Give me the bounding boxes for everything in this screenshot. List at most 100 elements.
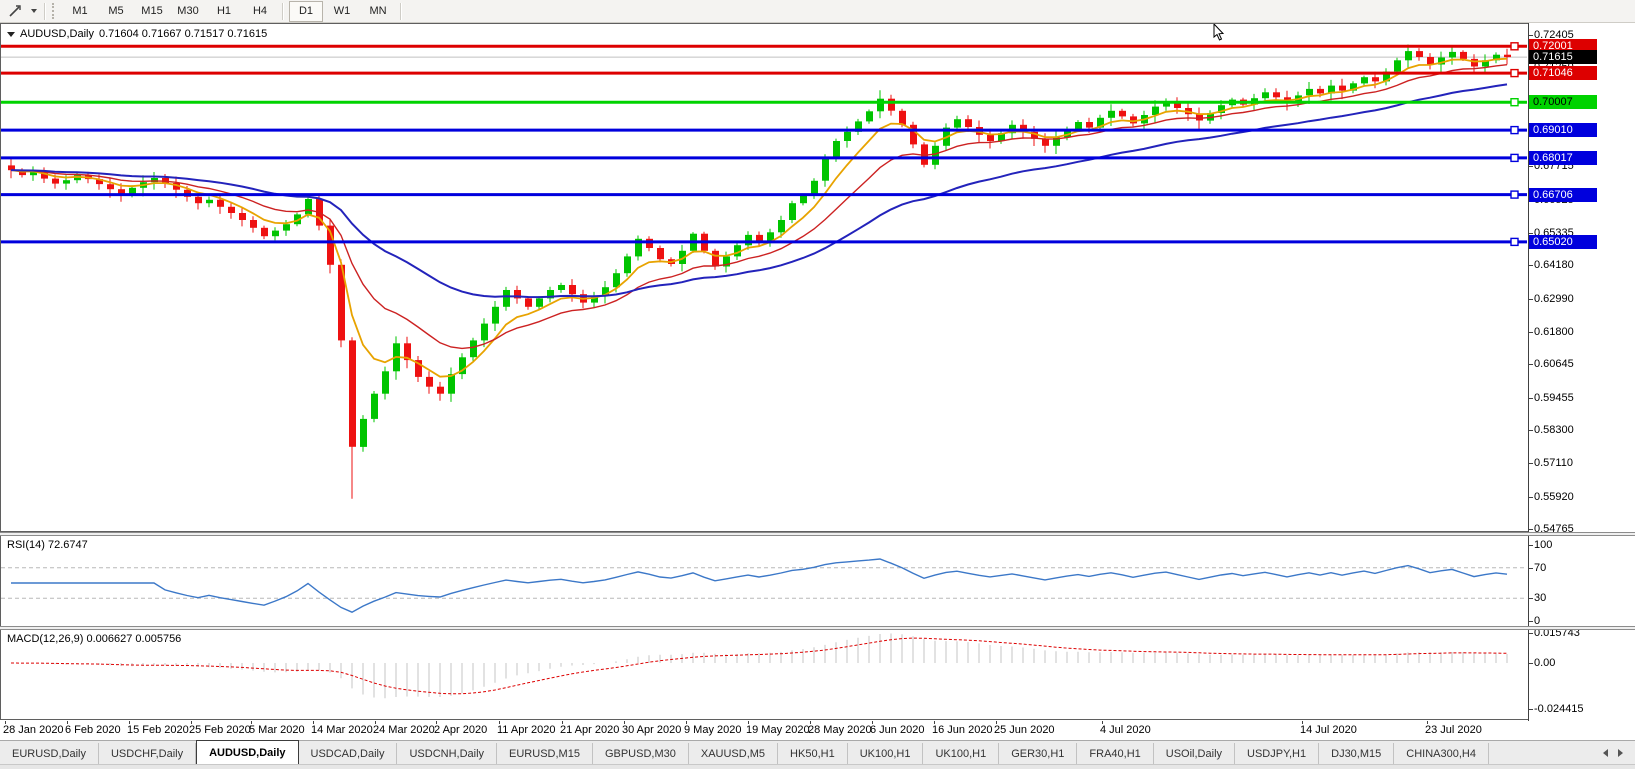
axis-tick-label: 0.58300	[1534, 424, 1574, 436]
hline-price-badge: 0.72001	[1529, 39, 1597, 53]
time-tick	[686, 721, 687, 724]
time-axis-label: 25 Jun 2020	[994, 724, 1055, 736]
time-axis-label: 30 Apr 2020	[622, 724, 682, 736]
time-tick	[191, 721, 192, 724]
axis-tick-label: 0.59455	[1534, 392, 1574, 404]
axis-tick	[1529, 35, 1533, 36]
panel-splitter[interactable]	[0, 626, 1635, 630]
chart-tab-china300-h4[interactable]: CHINA300,H4	[1394, 743, 1489, 764]
draw-tool-button[interactable]	[3, 2, 27, 21]
time-axis-label: 28 May 2020	[808, 724, 872, 736]
chart-tab-usdcad-daily[interactable]: USDCAD,Daily	[299, 743, 398, 764]
time-tick	[499, 721, 500, 724]
chart-tab-eurusd-m15[interactable]: EURUSD,M15	[497, 743, 593, 764]
draw-tool-icon	[9, 5, 21, 17]
panel-splitter[interactable]	[0, 532, 1635, 536]
axis-tick-label: 0.55920	[1534, 491, 1574, 503]
toolbar-separator	[44, 2, 46, 20]
chart-tab-hk50-h1[interactable]: HK50,H1	[778, 743, 848, 764]
rsi-label: RSI(14) 72.6747	[7, 539, 88, 551]
chart-tab-ger30-h1[interactable]: GER30,H1	[999, 743, 1078, 764]
axis-tick	[1529, 430, 1533, 431]
tab-scroll-arrows	[1591, 741, 1635, 764]
chart-tab-eurusd-daily[interactable]: EURUSD,Daily	[0, 743, 99, 764]
rsi-axis-label: 70	[1534, 562, 1547, 574]
time-axis-label: 6 Jun 2020	[870, 724, 925, 736]
time-axis-label: 21 Apr 2020	[560, 724, 620, 736]
axis-tick	[1529, 299, 1533, 300]
timeframe-toolbar: M1 M5 M15 M30 H1 H4 D1 W1 MN	[0, 0, 1635, 23]
time-axis: 28 Jan 2020 6 Feb 2020 15 Feb 2020 25 Feb 2…	[0, 721, 1635, 739]
toolbar-separator	[282, 2, 284, 20]
axis-tick-label: 0.57110	[1534, 457, 1573, 469]
chart-tab-xauusd-m5[interactable]: XAUUSD,M5	[689, 743, 779, 764]
scroll-right-icon[interactable]	[1618, 748, 1623, 757]
chart-tab-gbpusd-m30[interactable]: GBPUSD,M30	[593, 743, 689, 764]
axis-tick	[1529, 233, 1533, 234]
chart-tab-usdcnh-daily[interactable]: USDCNH,Daily	[397, 743, 498, 764]
mouse-cursor-icon	[1213, 24, 1225, 41]
draw-tool-dropdown[interactable]	[27, 2, 40, 21]
macd-panel[interactable]: MACD(12,26,9) 0.006627 0.005756	[0, 630, 1528, 720]
chart-tab-audusd-daily[interactable]: AUDUSD,Daily	[196, 740, 299, 764]
macd-canvas[interactable]	[1, 630, 1527, 720]
rsi-value: 72.6747	[47, 539, 88, 551]
time-axis-label: 9 May 2020	[684, 724, 742, 736]
timeframe-button-m1[interactable]: M1	[72, 5, 88, 17]
time-tick	[1302, 721, 1303, 724]
chart-tab-usoil-daily[interactable]: USOil,Daily	[1154, 743, 1236, 764]
chart-tab-uk100-h1[interactable]: UK100,H1	[848, 743, 924, 764]
time-axis-label: 24 Mar 2020	[373, 724, 435, 736]
timeframe-button-w1[interactable]: W1	[333, 5, 351, 17]
price-chart-area[interactable]: AUDUSD,Daily 0.71604 0.71667 0.71517 0.7…	[0, 23, 1528, 532]
hline-price-badge: 0.65020	[1529, 235, 1597, 249]
axis-tick	[1529, 332, 1533, 333]
chart-tab-usdchf-daily[interactable]: USDCHF,Daily	[99, 743, 197, 764]
timeframe-button-m30[interactable]: M30	[177, 5, 199, 17]
macd-axis-label: -0.024415	[1534, 703, 1584, 715]
timeframe-button-m5[interactable]: M5	[108, 5, 124, 17]
time-axis-label: 11 Apr 2020	[497, 724, 556, 736]
chart-tab-uk100-h1[interactable]: UK100,H1	[923, 743, 1000, 764]
axis-tick	[1529, 463, 1533, 464]
rsi-panel[interactable]: RSI(14) 72.6747	[0, 536, 1528, 626]
axis-tick	[1529, 497, 1533, 498]
timeframe-button-m15[interactable]: M15	[141, 5, 163, 17]
axis-tick-label: 0.72405	[1534, 29, 1574, 41]
timeframe-button-mn[interactable]: MN	[369, 5, 387, 17]
toolbar-separator	[400, 2, 402, 20]
time-tick	[129, 721, 130, 724]
time-axis-label: 2 Apr 2020	[434, 724, 488, 736]
toolbar-grip-handle[interactable]	[52, 3, 57, 19]
chart-symbol-label: AUDUSD,Daily	[20, 28, 94, 40]
time-axis-label: 4 Jul 2020	[1100, 724, 1151, 736]
axis-tick	[1529, 529, 1533, 530]
chevron-down-icon	[30, 9, 37, 13]
hline-price-badge: 0.69010	[1529, 123, 1597, 137]
time-axis-label: 25 Feb 2020	[189, 724, 251, 736]
time-tick	[934, 721, 935, 724]
time-axis-label: 14 Mar 2020	[311, 724, 373, 736]
macd-axis-label: 0.015743	[1534, 627, 1580, 639]
chart-tab-fra40-h1[interactable]: FRA40,H1	[1077, 743, 1154, 764]
axis-tick	[1529, 364, 1533, 365]
time-tick	[624, 721, 625, 724]
axis-tick-label: 0.61800	[1534, 326, 1574, 338]
scroll-left-icon[interactable]	[1603, 748, 1608, 757]
chart-collapse-icon[interactable]	[7, 32, 15, 37]
timeframe-button-h4[interactable]: H4	[252, 5, 268, 17]
time-tick	[5, 721, 6, 724]
time-tick	[872, 721, 873, 724]
current-price-badge: 0.71615	[1529, 50, 1597, 64]
timeframe-button-h1[interactable]: H1	[216, 5, 232, 17]
chart-tab-dj30-m15[interactable]: DJ30,M15	[1319, 743, 1395, 764]
candlestick-canvas[interactable]	[1, 24, 1527, 531]
rsi-canvas[interactable]	[1, 536, 1527, 626]
chart-tab-usdjpy-h1[interactable]: USDJPY,H1	[1235, 743, 1320, 764]
axis-tick	[1529, 166, 1533, 167]
time-axis-label: 15 Feb 2020	[127, 724, 189, 736]
macd-axis-label: 0.00	[1534, 657, 1556, 669]
timeframe-button-d1[interactable]: D1	[289, 0, 323, 22]
time-tick	[748, 721, 749, 724]
time-tick	[1102, 721, 1103, 724]
